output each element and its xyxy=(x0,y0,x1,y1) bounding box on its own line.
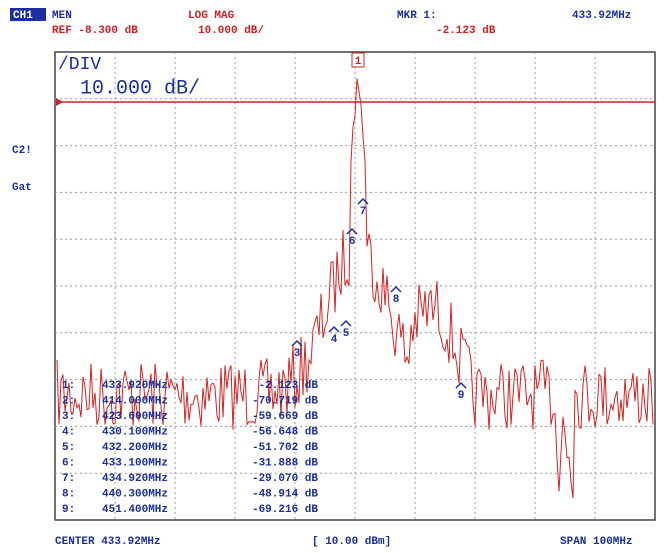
marker-index: 9: xyxy=(62,504,75,516)
marker-value: -56.648 dB xyxy=(252,426,318,438)
marker-freq: 434.920MHz xyxy=(102,473,168,485)
marker-table: 1: 433.920MHz -2.123 dB 2: 414.000MHz -70.719… xyxy=(62,380,318,516)
marker-value: -51.702 dB xyxy=(252,442,318,454)
marker-freq: 423.600MHz xyxy=(102,411,168,423)
memory: MEN xyxy=(52,10,72,22)
marker-flags: 1 3 4 5 6 7 8 9 xyxy=(291,52,467,402)
flag-arrow xyxy=(340,319,352,327)
scale: 10.000 dB/ xyxy=(198,25,264,37)
flag-arrow xyxy=(357,197,369,205)
marker-value: -69.216 dB xyxy=(252,504,318,516)
marker-index: 7: xyxy=(62,473,75,485)
marker-label: MKR 1: xyxy=(397,10,437,22)
marker-freq: 432.200MHz xyxy=(102,442,168,454)
flag-arrow xyxy=(291,339,303,347)
flag-arrow xyxy=(455,381,467,389)
marker-value: -2.123 dB xyxy=(436,25,496,37)
marker-index: 4: xyxy=(62,426,75,438)
flag-number: 6 xyxy=(349,236,356,248)
reference-arrow xyxy=(56,98,63,106)
marker-freq: 433.92MHz xyxy=(572,10,631,22)
ref-level: [ 10.00 dBm] xyxy=(312,536,391,548)
flag-number: 1 xyxy=(355,56,362,68)
trace xyxy=(56,78,654,499)
marker-freq: 433.100MHz xyxy=(102,457,168,469)
marker-index: 3: xyxy=(62,411,75,423)
c2-label: C2! xyxy=(12,145,32,157)
marker-freq: 433.920MHz xyxy=(102,380,168,392)
span: SPAN 100MHz xyxy=(560,536,633,548)
format: LOG MAG xyxy=(188,10,235,22)
flag-number: 7 xyxy=(360,206,367,218)
marker-index: 5: xyxy=(62,442,75,454)
marker-freq: 440.300MHz xyxy=(102,488,168,500)
channel: CH1 xyxy=(13,10,33,22)
marker-value: -31.888 dB xyxy=(252,457,318,469)
flag-arrow xyxy=(328,325,340,333)
flag-number: 3 xyxy=(294,348,301,360)
marker-index: 2: xyxy=(62,395,75,407)
flag-number: 4 xyxy=(331,334,338,346)
flag-number: 9 xyxy=(458,390,465,402)
marker-value: -70.719 dB xyxy=(252,395,318,407)
ref: REF -8.300 dB xyxy=(52,25,138,37)
flag-arrow xyxy=(390,285,402,293)
marker-value: -2.123 dB xyxy=(259,380,319,392)
flag-number: 5 xyxy=(343,328,350,340)
marker-index: 6: xyxy=(62,457,75,469)
div-value: 10.000 dB/ xyxy=(80,77,200,100)
marker-freq: 414.000MHz xyxy=(102,395,168,407)
flag-arrow xyxy=(346,227,358,235)
gate-label: Gat xyxy=(12,182,32,194)
marker-freq: 451.400MHz xyxy=(102,504,168,516)
flag-number: 8 xyxy=(393,294,400,306)
center: CENTER 433.92MHz xyxy=(55,536,161,548)
marker-freq: 430.100MHz xyxy=(102,426,168,438)
marker-value: -59.669 dB xyxy=(252,411,318,423)
div-label: /DIV xyxy=(58,55,101,75)
marker-index: 8: xyxy=(62,488,75,500)
marker-value: -48.914 dB xyxy=(252,488,318,500)
marker-index: 1: xyxy=(62,380,75,392)
grid xyxy=(55,52,655,520)
marker-value: -29.070 dB xyxy=(252,473,318,485)
flag-box xyxy=(351,52,365,68)
channel-box xyxy=(10,8,46,21)
